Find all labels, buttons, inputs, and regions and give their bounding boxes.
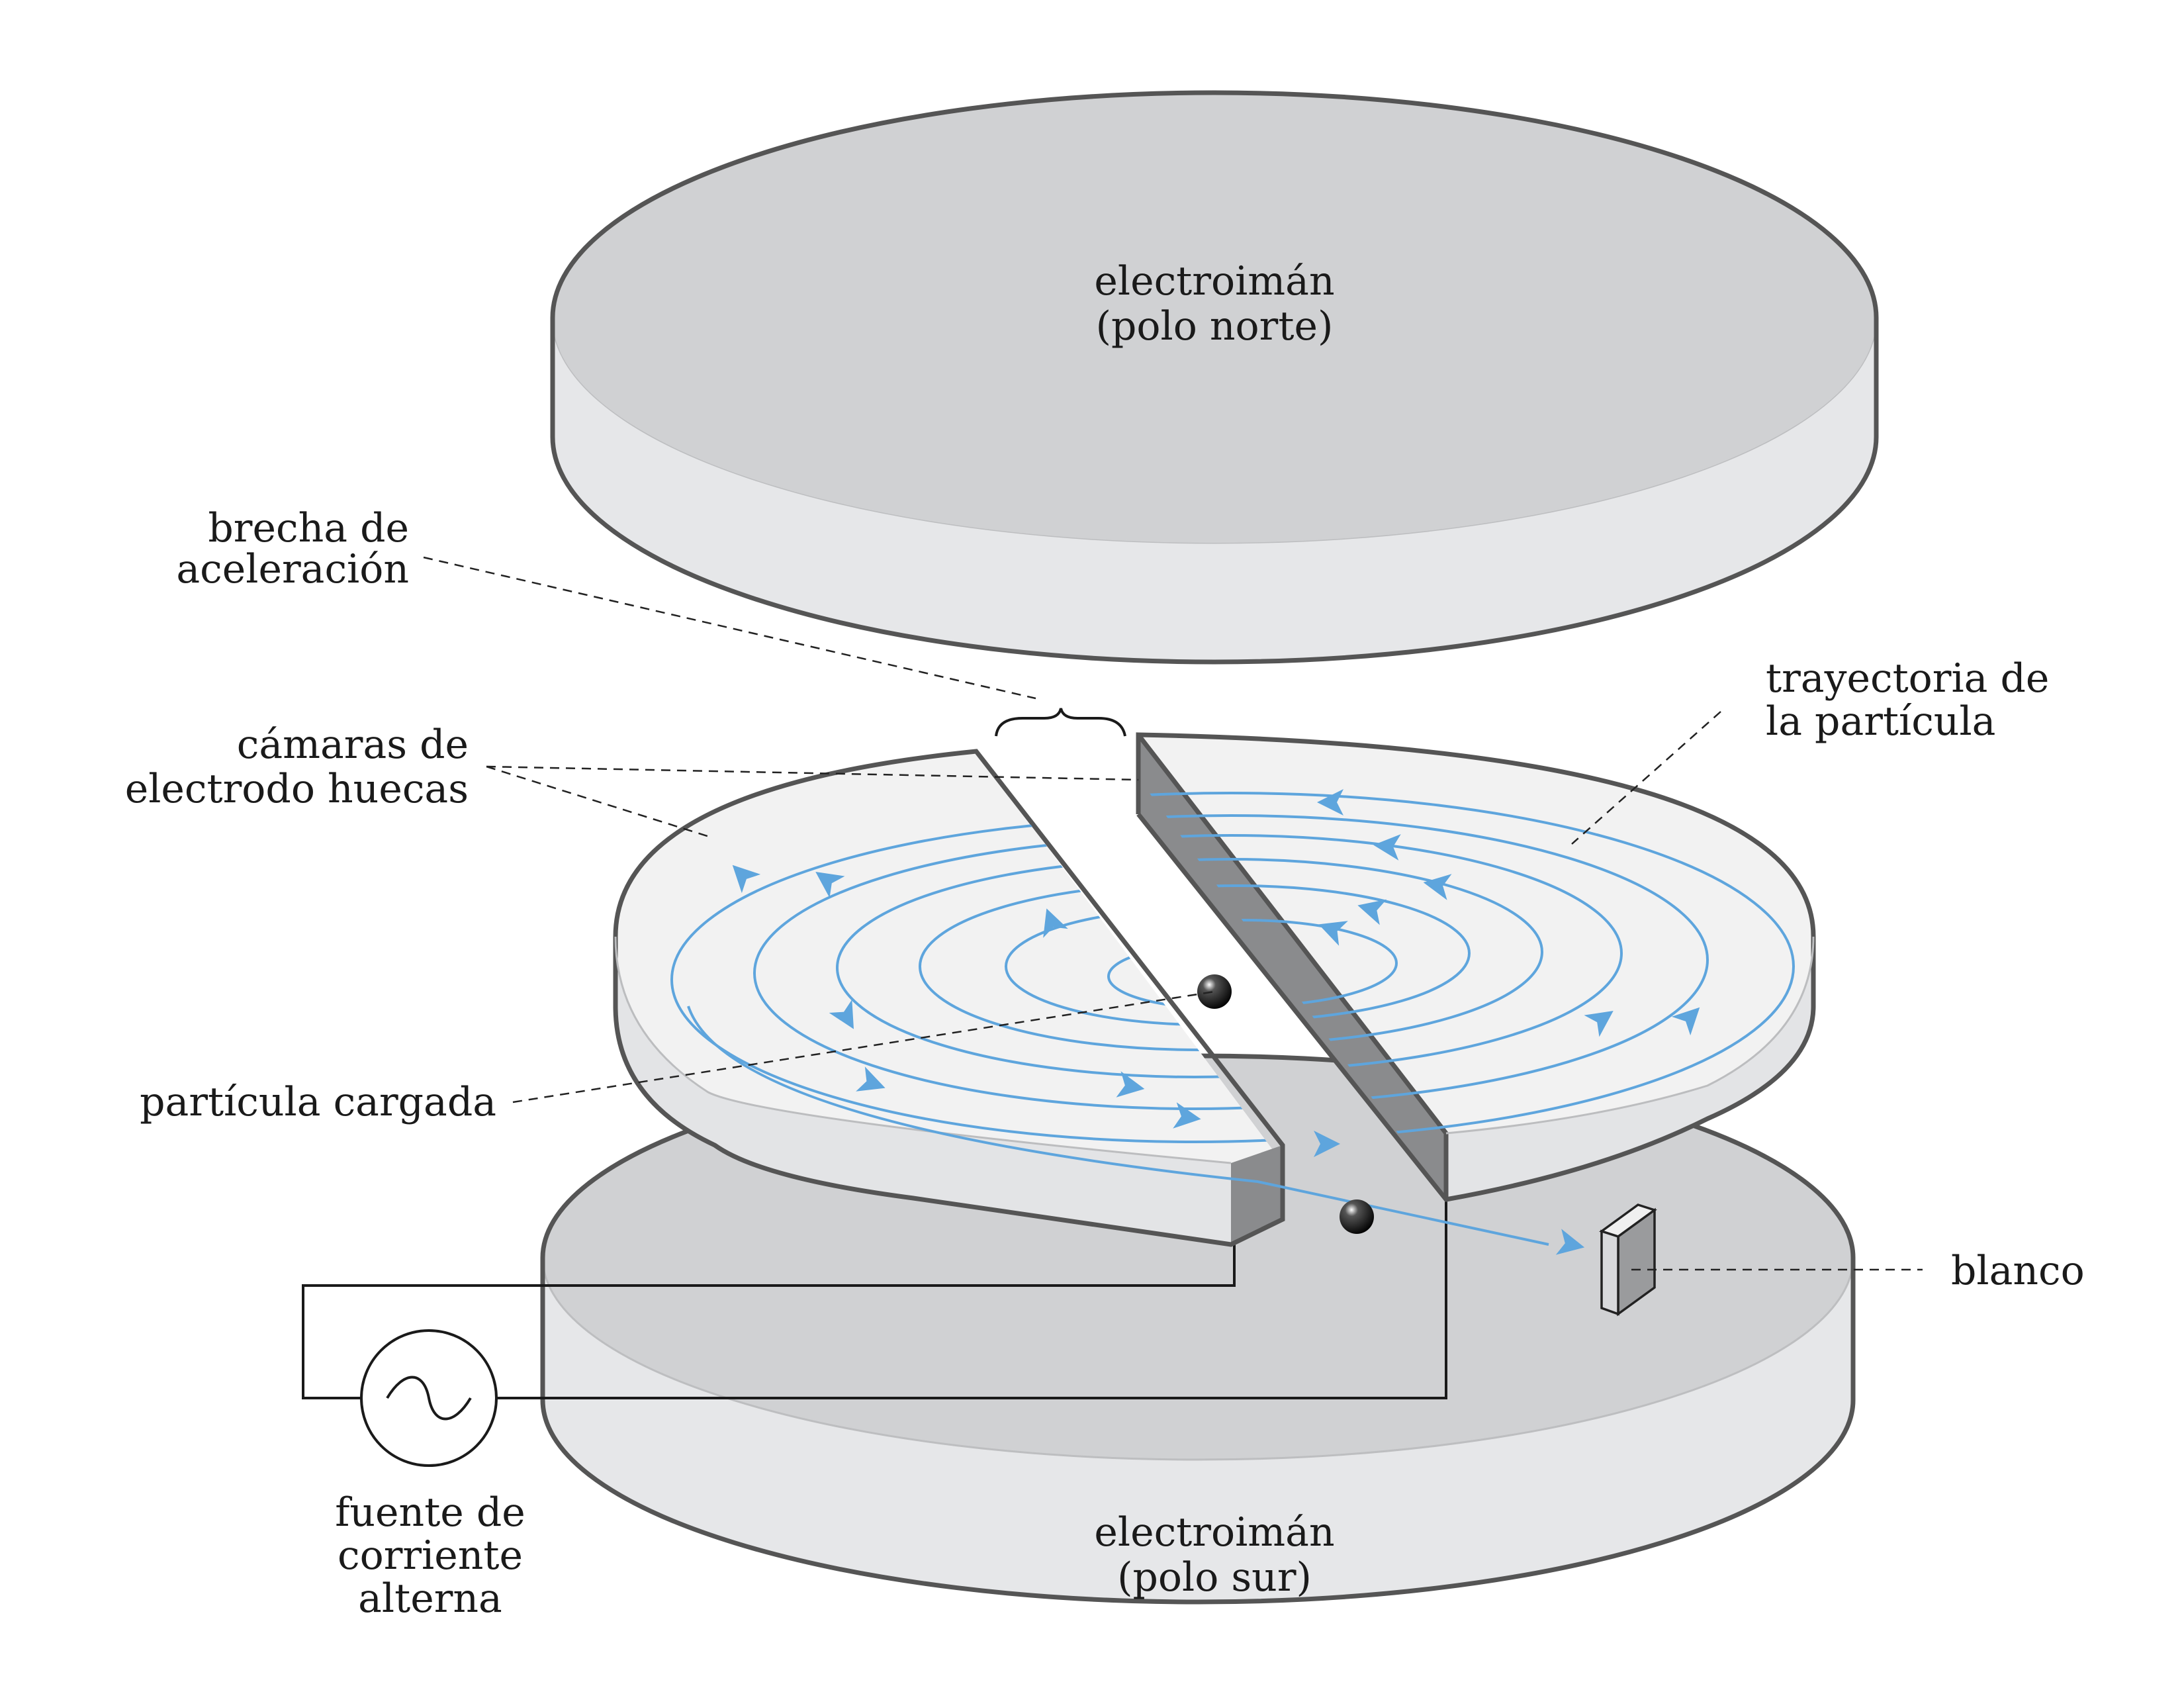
label-charged-particle: partícula cargada xyxy=(140,1079,496,1125)
label-particle-path: trayectoria de la partícula xyxy=(1766,655,2049,745)
leader-lines xyxy=(423,556,1923,1271)
svg-text:electrodo huecas: electrodo huecas xyxy=(125,766,469,812)
label-acceleration-gap: brecha de aceleración xyxy=(176,505,409,592)
right-dee-side xyxy=(1446,937,1813,1199)
path-arrowhead-icon xyxy=(1317,789,1343,816)
path-arrowhead-icon xyxy=(1314,1131,1340,1157)
path-arrowhead-icon xyxy=(1318,921,1348,946)
svg-text:electroimán: electroimán xyxy=(1094,1509,1334,1556)
svg-text:la partícula: la partícula xyxy=(1766,698,1995,745)
svg-text:blanco: blanco xyxy=(1951,1248,2085,1294)
path-arrowhead-icon xyxy=(1357,899,1387,925)
gap-brace xyxy=(995,708,1126,737)
path-arrowhead-icon xyxy=(1423,874,1452,900)
ac-source-circle xyxy=(360,1329,498,1467)
svg-text:aceleración: aceleración xyxy=(176,546,409,592)
particle-sphere-icon xyxy=(1340,1199,1374,1234)
ac-circuit xyxy=(302,1199,1447,1467)
path-arrowhead-icon xyxy=(1555,1229,1585,1255)
path-arrowhead-icon xyxy=(1116,1071,1145,1098)
left-dee-gap-wall xyxy=(1231,1145,1283,1244)
svg-text:(polo sur): (polo sur) xyxy=(1117,1554,1312,1601)
right-dee-top xyxy=(1138,735,1813,1133)
path-arrowhead-icon xyxy=(815,872,845,898)
svg-text:brecha de: brecha de xyxy=(208,505,409,551)
label-hollow-electrodes: cámaras de electrodo huecas xyxy=(125,722,469,812)
sine-wave-icon xyxy=(386,1376,472,1421)
svg-text:partícula cargada: partícula cargada xyxy=(140,1079,496,1125)
label-south-magnet: electroimán (polo sur) xyxy=(1094,1509,1334,1601)
svg-text:fuente de: fuente de xyxy=(335,1489,525,1536)
path-arrowhead-icon xyxy=(829,1000,854,1029)
label-north-magnet: electroimán (polo norte) xyxy=(1094,258,1334,350)
svg-text:trayectoria de: trayectoria de xyxy=(1766,655,2049,702)
svg-text:alterna: alterna xyxy=(358,1575,502,1622)
label-ac-source: fuente de corriente alterna xyxy=(335,1489,525,1622)
svg-text:(polo norte): (polo norte) xyxy=(1096,303,1334,350)
path-arrowhead-icon xyxy=(1584,1011,1614,1037)
svg-text:cámaras de: cámaras de xyxy=(237,722,469,768)
north-magnet xyxy=(550,90,1879,665)
svg-text:corriente: corriente xyxy=(338,1532,523,1579)
wire-right xyxy=(496,1199,1447,1399)
path-arrowhead-icon xyxy=(1173,1102,1201,1129)
svg-text:electroimán: electroimán xyxy=(1094,258,1334,305)
target-plate-icon xyxy=(1599,1203,1657,1317)
path-arrowhead-icon xyxy=(1373,834,1401,861)
particle-sphere-icon xyxy=(1197,974,1232,1009)
right-dee-gap-wall xyxy=(1138,735,1446,1199)
path-arrowhead-icon xyxy=(856,1066,886,1092)
path-arrowhead-icon xyxy=(1043,908,1068,938)
wire-left xyxy=(302,1244,1236,1399)
label-target: blanco xyxy=(1951,1248,2085,1294)
